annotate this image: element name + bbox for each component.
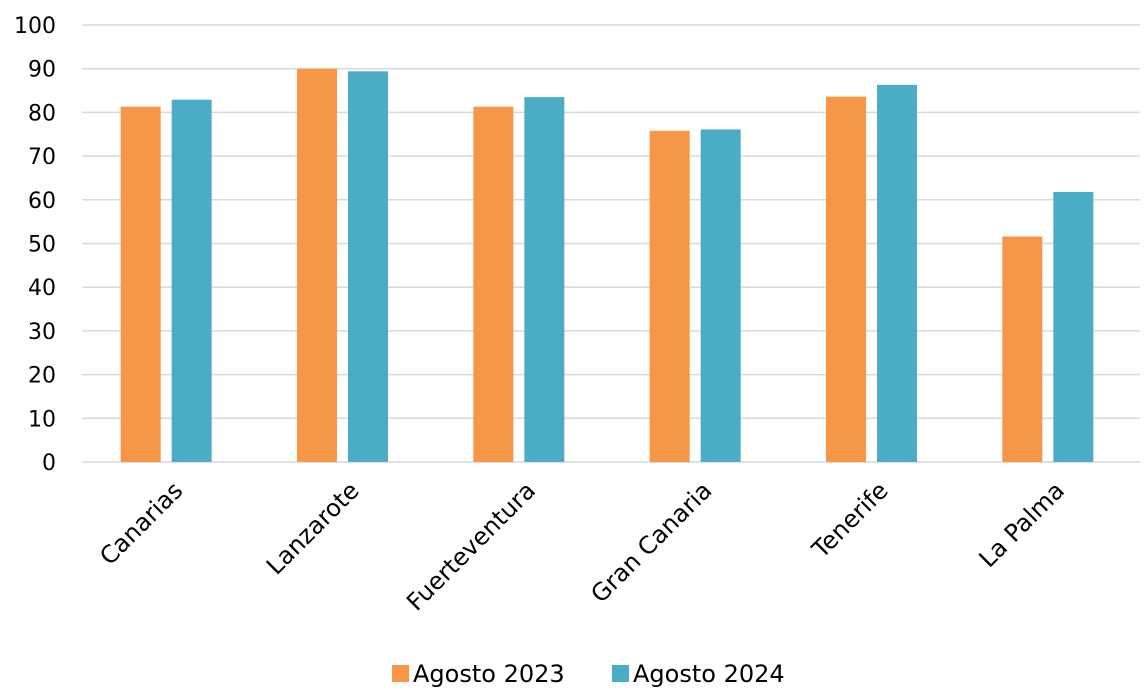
bar-fuerteventura-1 xyxy=(473,106,514,463)
y-tick-label: 50 xyxy=(28,233,56,258)
x-category-label: Gran Canaria xyxy=(585,476,717,608)
y-tick-label: 20 xyxy=(28,364,56,389)
legend-swatch xyxy=(612,665,629,682)
x-category-label: Tenerife xyxy=(806,476,894,564)
y-tick-label: 0 xyxy=(42,451,56,476)
legend-label: Agosto 2024 xyxy=(633,660,785,688)
y-axis-tick-labels: 0 10 20 30 40 50 60 70 80 90 100 xyxy=(14,14,56,476)
y-tick-label: 10 xyxy=(28,407,56,432)
y-tick-label: 70 xyxy=(28,145,56,170)
bar-fuerteventura-2 xyxy=(524,97,565,462)
x-category-label: La Palma xyxy=(974,476,1071,573)
bar-lanzarote-1 xyxy=(297,68,337,462)
bar-lanzarote-2 xyxy=(348,71,388,463)
x-category-label: Lanzarote xyxy=(261,476,365,580)
y-tick-label: 90 xyxy=(28,58,56,83)
bar-canarias-1 xyxy=(120,106,161,463)
y-tick-label: 80 xyxy=(28,101,56,126)
gridlines xyxy=(82,24,1140,463)
y-tick-label: 40 xyxy=(28,276,56,301)
bar-gran-canaria-1 xyxy=(649,130,690,462)
legend-swatch xyxy=(392,665,409,682)
bar-tenerife-1 xyxy=(826,96,866,462)
bars xyxy=(120,68,1094,463)
y-tick-label: 30 xyxy=(28,320,56,345)
bar-canarias-2 xyxy=(171,99,212,463)
x-category-label: Canarias xyxy=(94,476,188,570)
legend-label: Agosto 2023 xyxy=(413,660,565,688)
x-axis-category-labels: Canarias Lanzarote Fuerteventura Gran Canar… xyxy=(94,476,1070,616)
legend: Agosto 2023 Agosto 2024 xyxy=(392,660,785,688)
bar-tenerife-2 xyxy=(877,84,917,462)
bar-gran-canaria-2 xyxy=(700,129,741,462)
bar-la-palma-2 xyxy=(1053,191,1094,462)
y-tick-label: 100 xyxy=(14,14,56,39)
x-category-label: Fuerteventura xyxy=(401,476,541,616)
y-tick-label: 60 xyxy=(28,189,56,214)
bar-la-palma-1 xyxy=(1002,236,1043,462)
